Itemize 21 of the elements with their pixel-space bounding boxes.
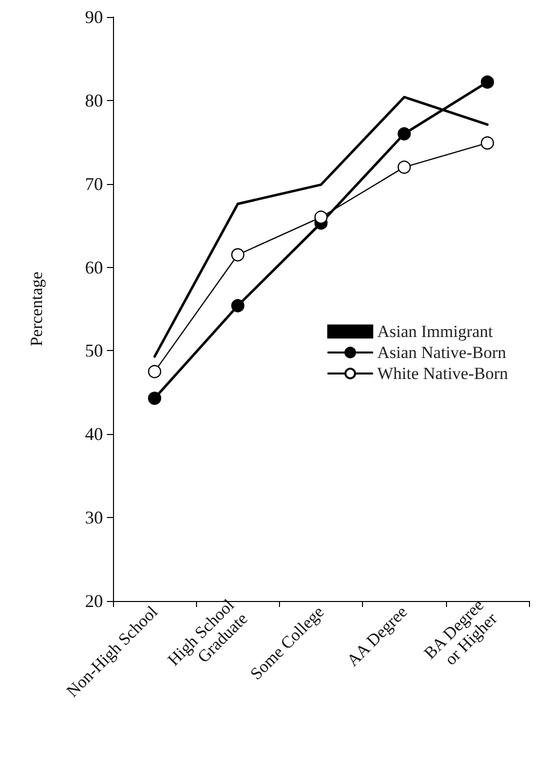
y-tick-label: 90 bbox=[85, 7, 103, 27]
point bbox=[398, 127, 411, 140]
point bbox=[148, 392, 162, 405]
y-tick-label: 20 bbox=[85, 591, 103, 611]
y-tick-label: 50 bbox=[85, 340, 103, 361]
point bbox=[148, 364, 162, 378]
point bbox=[480, 136, 494, 150]
point bbox=[480, 75, 494, 89]
legend-label: Asian Native-Born bbox=[377, 343, 507, 362]
point bbox=[231, 299, 244, 312]
legend-label: White Native-Born bbox=[377, 364, 508, 383]
point bbox=[314, 210, 328, 224]
legend-label: Asian Immigrant bbox=[377, 322, 494, 341]
y-tick-label: 60 bbox=[85, 257, 103, 278]
y-tick-label: 80 bbox=[85, 90, 103, 110]
y-axis-title: Percentage bbox=[27, 272, 46, 346]
point bbox=[398, 160, 411, 174]
y-tick-label: 30 bbox=[85, 508, 103, 528]
point bbox=[231, 248, 244, 262]
y-tick-label: 40 bbox=[85, 424, 103, 444]
y-tick-label: 70 bbox=[85, 174, 103, 194]
